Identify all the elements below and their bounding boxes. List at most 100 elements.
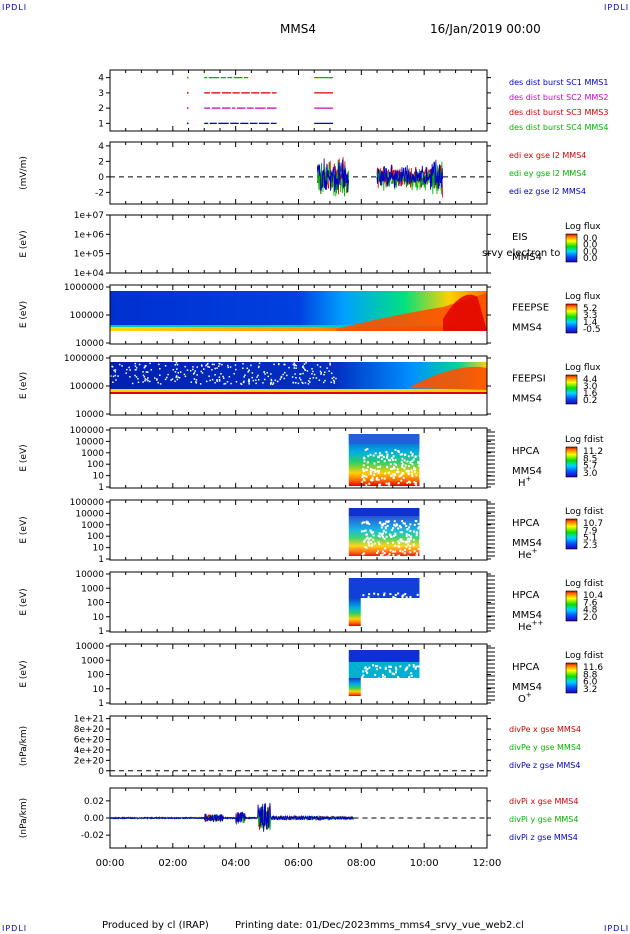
hpca-gap-speckle [371, 681, 374, 684]
hpca-gap-speckle [367, 461, 370, 464]
feepsi-gap-speckle [332, 379, 335, 382]
panel-5-y-tick-label: 10 [93, 472, 105, 482]
hpca-gap-speckle [387, 471, 390, 474]
hpca-gap-speckle [415, 554, 418, 557]
hpca-gap-speckle [364, 666, 367, 669]
feepsi-gap-speckle [295, 367, 297, 369]
hpca-gap-speckle [405, 541, 408, 544]
feepsi-gap-speckle [183, 373, 186, 376]
hpca-gap-speckle [411, 454, 414, 457]
hpca-gap-speckle [401, 472, 404, 475]
panel-7-colorbar-tick: 4.8 [583, 606, 598, 616]
hpca-hepp-top-band [348, 578, 420, 598]
hpca-gap-speckle [391, 529, 394, 532]
feepsi-gap-speckle [195, 379, 198, 381]
panel-6-y-tick-label: 10 [93, 544, 105, 554]
hpca-gap-speckle [394, 666, 397, 669]
hpca-gap-speckle [401, 457, 404, 460]
hpca-gap-speckle [383, 552, 386, 555]
panel-10-y-tick-label: 0.02 [84, 797, 104, 807]
feepsi-gap-speckle [138, 363, 141, 366]
hpca-gap-speckle [394, 474, 397, 477]
panel-2-y-tick-label: 1e+04 [74, 269, 105, 279]
hpca-gap-speckle [419, 451, 422, 454]
hpca-gap-speckle [361, 476, 364, 479]
feepsi-gap-speckle [283, 363, 285, 366]
feepsi-gap-speckle [135, 367, 138, 369]
panel-1-legend-entry: edi ex gse l2 MMS4 [509, 151, 586, 160]
hpca-gap-speckle [417, 522, 420, 525]
feepsi-gap-speckle [284, 371, 286, 374]
hpca-gap-speckle [362, 474, 365, 477]
hpca-gap-speckle [399, 453, 402, 456]
hpca-gap-speckle [412, 530, 415, 533]
hpca-gap-speckle [395, 470, 398, 473]
hpca-gap-speckle [394, 525, 397, 528]
hpca-gap-speckle [401, 464, 404, 467]
hpca-gap-speckle [378, 532, 381, 535]
hpca-gap-speckle [410, 678, 413, 681]
hpca-gap-speckle [362, 680, 365, 683]
hpca-gap-speckle [379, 603, 382, 606]
hpca-gap-speckle [399, 665, 402, 668]
hpca-gap-speckle [384, 667, 387, 670]
panel-7-colorbar [565, 590, 578, 622]
hpca-gap-speckle [363, 552, 366, 555]
feepsi-gap-speckle [331, 377, 334, 380]
hpca-gap-speckle [362, 478, 365, 481]
hpca-gap-speckle [400, 538, 403, 541]
hpca-gap-speckle [416, 593, 419, 596]
panel-2-colorbar-tick: 0.0 [583, 254, 598, 264]
hpca-gap-speckle [387, 627, 390, 630]
feepsi-gap-speckle [242, 367, 244, 370]
hpca-gap-speckle [371, 476, 374, 479]
hpca-gap-speckle [388, 553, 391, 556]
hpca-gap-speckle [389, 593, 392, 596]
feepsi-gap-speckle [316, 364, 319, 366]
hpca-gap-speckle [382, 529, 385, 532]
panel-7-colorbar-tick: 10.4 [583, 591, 603, 601]
feepsi-gap-speckle [128, 366, 130, 369]
panel-5-y-axis-label: E (eV) [19, 444, 29, 471]
panel-4-y-tick-label: 10000 [75, 410, 104, 420]
hpca-gap-speckle [380, 526, 383, 529]
hpca-gap-speckle [408, 683, 411, 686]
feepsi-gap-speckle [320, 371, 323, 374]
hpca-gap-speckle [412, 664, 415, 667]
hpca-gap-speckle [363, 457, 366, 460]
hpca-gap-speckle [417, 609, 420, 612]
hpca-gap-speckle [402, 681, 405, 684]
hpca-gap-speckle [383, 675, 386, 678]
feepsi-gap-speckle [211, 363, 214, 366]
feepsi-gap-speckle [269, 383, 272, 386]
hpca-gap-speckle [397, 677, 400, 680]
feepsi-gap-speckle [213, 363, 215, 366]
hpca-gap-speckle [413, 523, 416, 526]
hpca-gap-speckle [382, 536, 385, 539]
feepsi-gap-speckle [154, 377, 156, 379]
feepsi-gap-speckle [218, 378, 221, 381]
hpca-gap-speckle [367, 599, 370, 602]
hpca-gap-speckle [401, 550, 404, 553]
feepsi-gap-speckle [194, 370, 196, 372]
hpca-gap-speckle [415, 483, 418, 486]
hpca-gap-speckle [402, 540, 405, 543]
hpca-gap-speckle [397, 482, 400, 485]
feepsi-gap-speckle [322, 381, 325, 384]
hpca-gap-speckle [363, 684, 366, 687]
hpca-gap-speckle [363, 530, 366, 533]
hpca-gap-speckle [409, 595, 412, 598]
feepsi-gap-speckle [286, 374, 288, 377]
hpca-gap-speckle [374, 452, 377, 455]
hpca-gap-speckle [375, 683, 378, 686]
feepsi-gap-speckle [146, 371, 149, 373]
hpca-gap-speckle [365, 520, 368, 523]
feepsi-gap-speckle [292, 363, 295, 366]
feepsi-gap-speckle [175, 376, 178, 378]
feepsi-gap-speckle [129, 369, 131, 371]
feepsi-gap-speckle [244, 374, 246, 377]
feepsi-gap-speckle [171, 378, 174, 380]
feepsi-gap-speckle [293, 364, 296, 367]
hpca-gap-speckle [380, 533, 383, 536]
hpca-gap-speckle [398, 598, 401, 601]
